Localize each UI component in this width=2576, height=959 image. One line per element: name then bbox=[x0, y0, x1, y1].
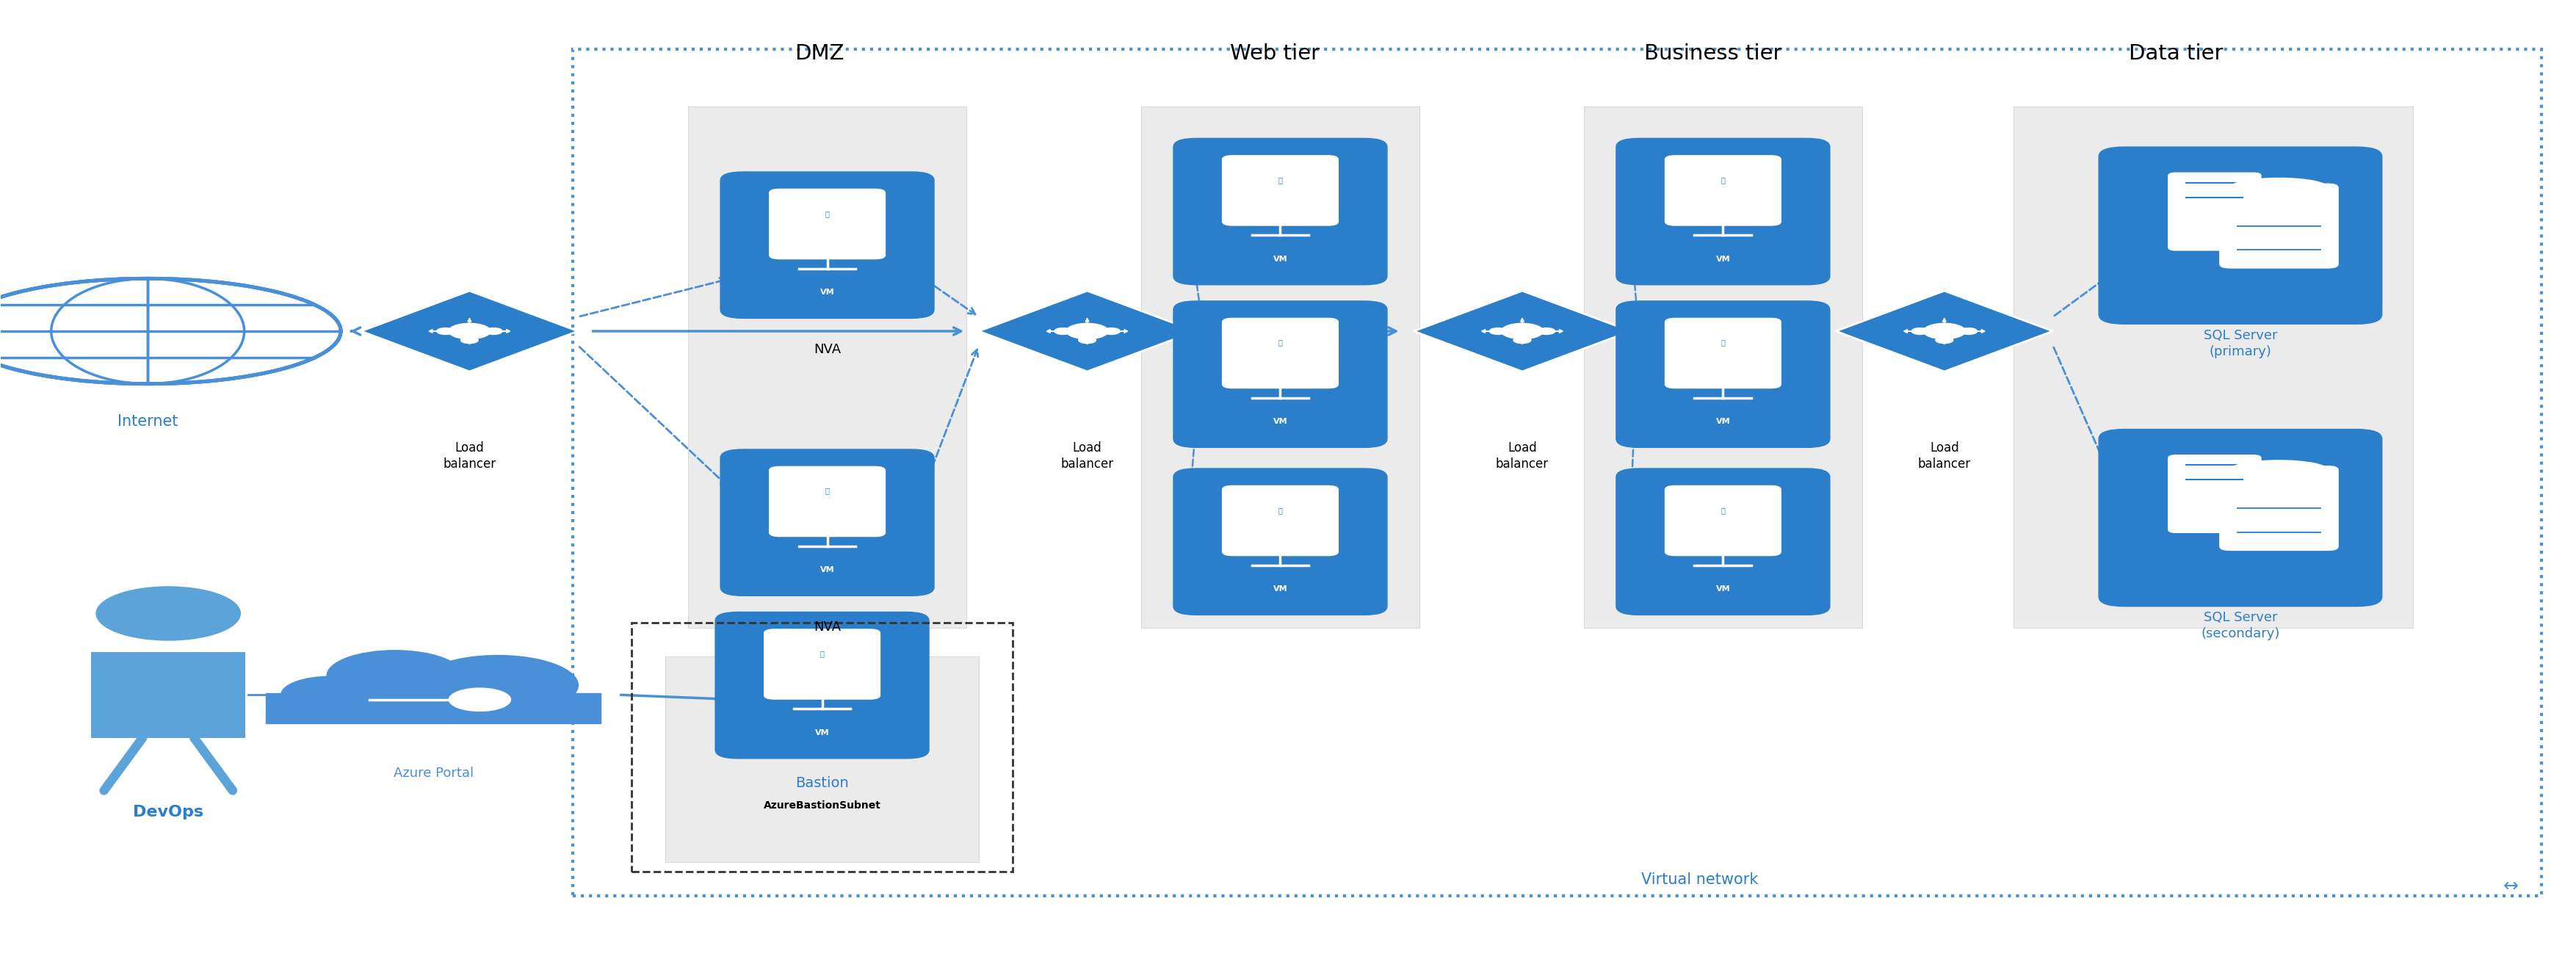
Ellipse shape bbox=[2231, 460, 2329, 479]
Circle shape bbox=[1489, 328, 1507, 335]
FancyBboxPatch shape bbox=[721, 172, 935, 318]
Circle shape bbox=[448, 323, 489, 339]
Text: Azure Portal: Azure Portal bbox=[394, 766, 474, 780]
Circle shape bbox=[484, 328, 502, 335]
Text: Web tier: Web tier bbox=[1231, 43, 1319, 64]
FancyBboxPatch shape bbox=[716, 612, 930, 759]
Text: Load
balancer: Load balancer bbox=[1919, 441, 1971, 471]
Ellipse shape bbox=[0, 278, 340, 384]
Text: DevOps: DevOps bbox=[134, 805, 204, 820]
Text: VM: VM bbox=[1273, 418, 1288, 425]
FancyBboxPatch shape bbox=[1175, 138, 1386, 285]
Text: VM: VM bbox=[1716, 255, 1731, 263]
Circle shape bbox=[1066, 323, 1108, 339]
Text: ⬜: ⬜ bbox=[824, 487, 829, 495]
Text: ⬜: ⬜ bbox=[1721, 506, 1726, 514]
FancyBboxPatch shape bbox=[1664, 155, 1780, 225]
Bar bbox=[2014, 106, 2414, 628]
Text: ⬜: ⬜ bbox=[819, 650, 824, 657]
Text: ↔: ↔ bbox=[2504, 877, 2519, 895]
FancyBboxPatch shape bbox=[1175, 469, 1386, 615]
Circle shape bbox=[1054, 328, 1072, 335]
Text: VM: VM bbox=[1716, 585, 1731, 593]
Circle shape bbox=[281, 676, 379, 713]
Circle shape bbox=[95, 587, 240, 641]
Circle shape bbox=[461, 337, 479, 343]
Circle shape bbox=[448, 689, 510, 711]
Text: ⬜: ⬜ bbox=[1278, 506, 1283, 514]
Polygon shape bbox=[1414, 291, 1631, 371]
Text: ⬜: ⬜ bbox=[1721, 176, 1726, 183]
Circle shape bbox=[1079, 337, 1095, 343]
FancyBboxPatch shape bbox=[1224, 155, 1337, 225]
Polygon shape bbox=[361, 291, 577, 371]
Polygon shape bbox=[90, 652, 245, 737]
Text: NVA: NVA bbox=[814, 620, 840, 634]
Text: Bastion: Bastion bbox=[796, 776, 850, 790]
Bar bbox=[1584, 106, 1862, 628]
FancyBboxPatch shape bbox=[2169, 456, 2262, 532]
Text: VM: VM bbox=[1273, 255, 1288, 263]
FancyBboxPatch shape bbox=[770, 467, 886, 536]
Text: ⬜: ⬜ bbox=[1278, 176, 1283, 183]
FancyBboxPatch shape bbox=[1664, 485, 1780, 555]
Bar bbox=[1141, 106, 1419, 628]
Circle shape bbox=[1924, 323, 1965, 339]
Text: VM: VM bbox=[819, 289, 835, 296]
FancyBboxPatch shape bbox=[1224, 485, 1337, 555]
Circle shape bbox=[1538, 328, 1556, 335]
Text: VM: VM bbox=[819, 566, 835, 573]
FancyBboxPatch shape bbox=[1224, 318, 1337, 388]
Circle shape bbox=[438, 328, 453, 335]
Text: ⬜: ⬜ bbox=[824, 210, 829, 217]
Text: Load
balancer: Load balancer bbox=[1497, 441, 1548, 471]
Circle shape bbox=[417, 655, 577, 715]
FancyBboxPatch shape bbox=[1175, 301, 1386, 448]
Text: VM: VM bbox=[1273, 585, 1288, 593]
Circle shape bbox=[327, 650, 464, 701]
Text: Data tier: Data tier bbox=[2128, 43, 2223, 64]
Bar bbox=[631, 623, 1012, 872]
Text: VM: VM bbox=[1716, 418, 1731, 425]
Polygon shape bbox=[1837, 291, 2053, 371]
FancyBboxPatch shape bbox=[2221, 466, 2339, 550]
Text: SQL Server
(primary): SQL Server (primary) bbox=[2202, 329, 2277, 359]
Text: Load
balancer: Load balancer bbox=[1061, 441, 1113, 471]
Text: DMZ: DMZ bbox=[796, 43, 845, 64]
Bar bbox=[265, 693, 600, 723]
FancyBboxPatch shape bbox=[1615, 469, 1829, 615]
Circle shape bbox=[1103, 328, 1121, 335]
FancyBboxPatch shape bbox=[721, 450, 935, 596]
FancyBboxPatch shape bbox=[765, 629, 881, 699]
FancyBboxPatch shape bbox=[2099, 147, 2383, 324]
Ellipse shape bbox=[2231, 178, 2329, 198]
Text: AzureBastionSubnet: AzureBastionSubnet bbox=[762, 800, 881, 810]
Circle shape bbox=[1935, 337, 1953, 343]
FancyBboxPatch shape bbox=[770, 189, 886, 259]
Circle shape bbox=[1502, 323, 1543, 339]
Bar bbox=[688, 106, 966, 628]
FancyBboxPatch shape bbox=[1664, 318, 1780, 388]
Text: SQL Server
(secondary): SQL Server (secondary) bbox=[2200, 611, 2280, 641]
Text: ⬜: ⬜ bbox=[1278, 339, 1283, 346]
FancyBboxPatch shape bbox=[2221, 184, 2339, 268]
Circle shape bbox=[1911, 328, 1929, 335]
Text: Business tier: Business tier bbox=[1643, 43, 1783, 64]
Text: VM: VM bbox=[814, 729, 829, 737]
FancyBboxPatch shape bbox=[1615, 138, 1829, 285]
Circle shape bbox=[1515, 337, 1530, 343]
Text: Internet: Internet bbox=[118, 414, 178, 429]
Text: Load
balancer: Load balancer bbox=[443, 441, 497, 471]
Polygon shape bbox=[979, 291, 1195, 371]
Circle shape bbox=[394, 680, 497, 719]
Text: NVA: NVA bbox=[814, 343, 840, 357]
Bar bbox=[572, 49, 2543, 896]
Bar bbox=[665, 657, 979, 862]
Text: Virtual network: Virtual network bbox=[1641, 872, 1759, 887]
FancyBboxPatch shape bbox=[1615, 301, 1829, 448]
FancyBboxPatch shape bbox=[2169, 173, 2262, 250]
Text: ⬜: ⬜ bbox=[1721, 339, 1726, 346]
FancyBboxPatch shape bbox=[2099, 430, 2383, 606]
Circle shape bbox=[1960, 328, 1978, 335]
